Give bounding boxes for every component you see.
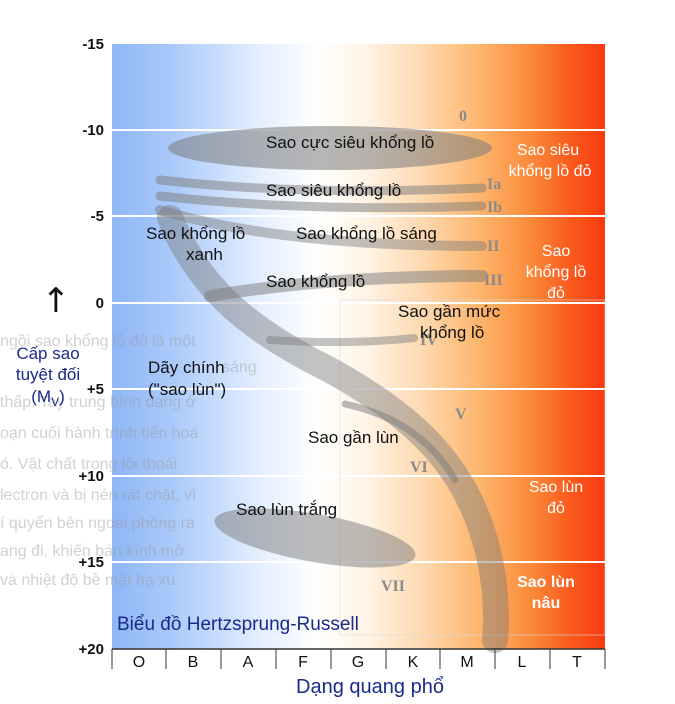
class-v-label: V <box>455 406 467 423</box>
y-tick-label: +15 <box>79 554 104 571</box>
subgiants-label-2: khổng lồ <box>420 323 484 342</box>
class-iii-label: III <box>484 272 503 289</box>
x-axis-label: Dạng quang phổ <box>296 676 444 698</box>
red-dwarfs-label-2: đỏ <box>547 500 565 517</box>
supergiant-band-ib <box>155 191 487 213</box>
y-axis-label: ↑ Cấp sao tuyệt đối (MV) <box>16 281 80 409</box>
y-axis-label-line1: Cấp sao <box>16 344 79 363</box>
white-dwarf-region <box>214 508 416 568</box>
brown-dwarfs-label-2: nâu <box>532 595 560 612</box>
main-sequence-band <box>157 205 509 653</box>
x-axis: O B A F G K M L T <box>111 648 606 671</box>
class-ii-label: II <box>487 238 499 255</box>
x-tick-label: A <box>243 654 254 671</box>
x-tick-label: M <box>460 654 473 671</box>
supergiants-label: Sao siêu khổng lồ <box>266 181 401 200</box>
ghost-line: oạn cuối hành trình tiến hoá <box>0 425 198 442</box>
supergiant-band-ia <box>155 175 487 196</box>
white-dwarfs-label: Sao lùn trắng <box>236 500 337 519</box>
star-regions <box>155 126 509 653</box>
ghost-line: ó. Vật chất trong lõi thoái <box>0 456 177 473</box>
subgiant-branch <box>266 334 418 347</box>
x-tick-label: K <box>408 654 419 671</box>
background-ghost-text: ngồi sao khổng lồ đỏ là một sáng thấp. T… <box>0 332 257 589</box>
class-iv-label: IV <box>420 332 438 349</box>
y-tick-label: +20 <box>79 641 104 658</box>
subdwarfs-label: Sao gần lùn <box>308 428 399 447</box>
x-tick-label: T <box>572 654 582 671</box>
ghost-line: ang đi, khiến bán kính mở <box>0 543 185 560</box>
region-labels: Sao cực siêu khổng lồ Sao siêu khổng lồ … <box>146 133 591 612</box>
y-tick-labels: -15 -10 -5 0 +5 +10 +15 +20 <box>79 36 104 658</box>
class-ib-label: Ib <box>487 199 502 216</box>
blue-giants-label-2: xanh <box>186 245 223 264</box>
bright-giant-band <box>155 205 487 251</box>
subgiants-label-1: Sao gần mức <box>398 302 501 321</box>
y-tick-label: 0 <box>96 295 104 312</box>
red-giants-label-3: đỏ <box>547 285 565 302</box>
y-axis-label-close: ) <box>59 387 65 406</box>
y-axis-label-sub: V <box>51 395 59 409</box>
luminosity-classes: 0 Ia Ib II III IV V VI VII <box>381 108 503 595</box>
x-tick-label: F <box>298 654 308 671</box>
x-tick-label: O <box>133 654 145 671</box>
ghost-line: í quyển bên ngoài phồng ra <box>0 514 195 532</box>
y-axis-label-line2: tuyệt đối <box>16 365 80 384</box>
y-axis-arrow: ↑ <box>42 281 71 321</box>
subdwarf-band <box>341 400 459 484</box>
x-tick-label: B <box>188 654 199 671</box>
ghost-line: ngồi sao khổng lồ đỏ là một <box>0 332 196 350</box>
y-axis-label-line3: (MV) <box>31 387 65 409</box>
bright-giants-label: Sao khổng lồ sáng <box>296 224 437 243</box>
x-axis-ticks <box>111 649 606 669</box>
hypergiant-band <box>168 126 492 170</box>
class-0-label: 0 <box>459 108 467 125</box>
y-tick-label: +5 <box>87 381 104 398</box>
red-dwarfs-label-1: Sao lùn <box>529 479 583 496</box>
x-tick-label: G <box>352 654 364 671</box>
ghost-line: lectron và bị nén rất chặt, vì <box>0 487 197 504</box>
faint-inner-grid <box>339 299 606 636</box>
red-giants-label-2: khổng lồ <box>526 263 587 281</box>
y-tick-label: -5 <box>91 208 104 225</box>
ghost-line: và nhiệt độ bề mặt hạ xu <box>0 572 175 589</box>
class-vi-label: VI <box>410 459 428 476</box>
class-ia-label: Ia <box>487 176 501 193</box>
main-sequence-label-1: Dãy chính <box>148 358 225 377</box>
diagram-title: Biểu đồ Hertzsprung-Russell <box>117 614 359 635</box>
red-supergiants-label-1: Sao siêu <box>517 142 579 159</box>
class-vii-label: VII <box>381 578 405 595</box>
red-supergiants-label-2: khổng lồ đỏ <box>509 162 592 180</box>
red-giants-label-1: Sao <box>542 243 571 260</box>
hypergiants-label: Sao cực siêu khổng lồ <box>266 133 434 152</box>
main-sequence-label-2: ("sao lùn") <box>148 380 226 399</box>
blue-giants-label-1: Sao khổng lồ <box>146 224 245 243</box>
y-axis-label-open: (M <box>31 387 51 406</box>
x-tick-label: L <box>518 654 527 671</box>
brown-dwarfs-label-1: Sao lùn <box>517 574 575 591</box>
giant-branch <box>204 270 488 302</box>
ghost-line: thấp. Tay trung bình đang ở <box>0 394 197 411</box>
y-tick-label: +10 <box>79 468 104 485</box>
y-tick-label: -10 <box>82 122 104 139</box>
giants-label: Sao khổng lồ <box>266 272 365 291</box>
ghost-line: sáng <box>222 359 257 376</box>
y-tick-label: -15 <box>82 36 104 53</box>
